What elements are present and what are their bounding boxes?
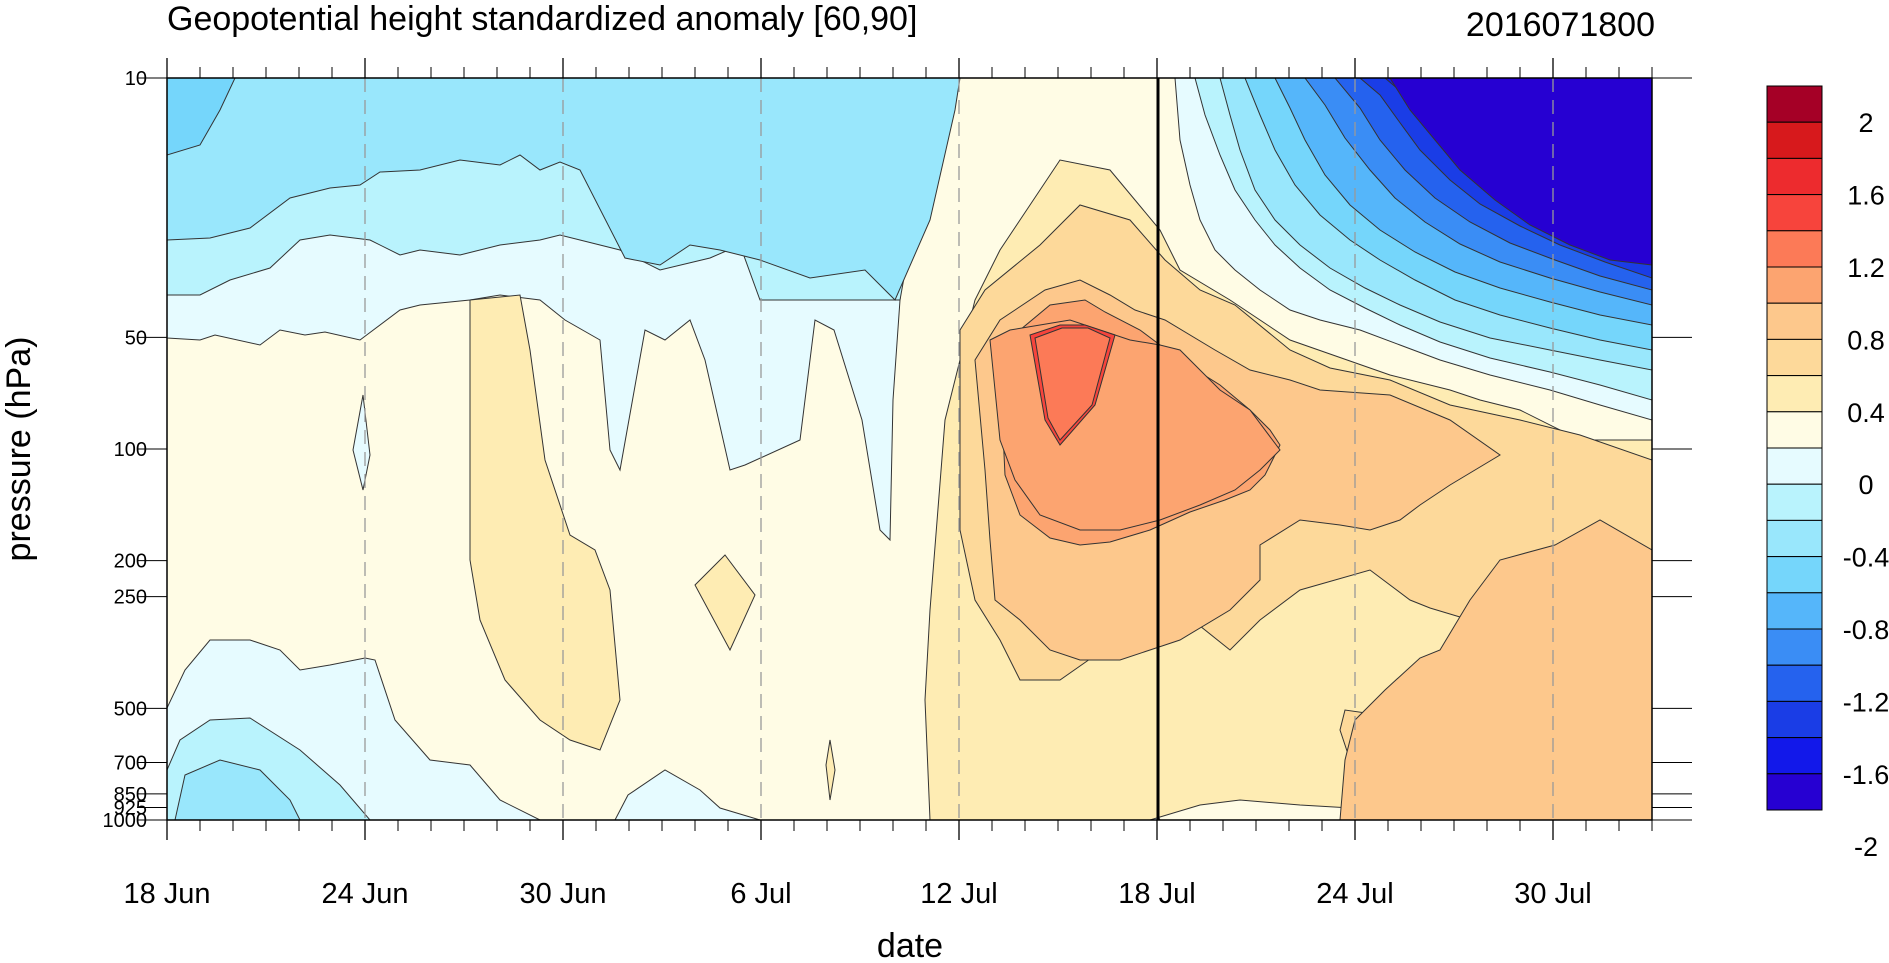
y-tick-label: 50 [125, 327, 147, 349]
chart-title: Geopotential height standardized anomaly… [167, 0, 917, 38]
colorbar: 2 1.6 1.2 0.8 0.4 0 -0.4 -0.8 -1.2 -1.6 -2 [1767, 86, 1889, 862]
colorbar-swatch [1767, 122, 1822, 158]
colorbar-label: -1.2 [1843, 687, 1889, 717]
colorbar-swatch [1767, 701, 1822, 737]
colorbar-swatch [1767, 339, 1822, 375]
colorbar-swatch [1767, 738, 1822, 774]
colorbar-label: 1.2 [1847, 253, 1885, 283]
colorbar-swatch [1767, 376, 1822, 412]
x-tick-label: 24 Jul [1316, 878, 1393, 910]
colorbar-label: 0 [1858, 470, 1873, 500]
x-tick-label: 30 Jul [1514, 878, 1591, 910]
colorbar-label: 2 [1858, 108, 1873, 138]
colorbar-swatch [1767, 484, 1822, 520]
y-tick-label: 100 [114, 439, 147, 461]
colorbar-label: 1.6 [1847, 181, 1885, 211]
colorbar-swatch [1767, 195, 1822, 231]
colorbar-swatch [1767, 448, 1822, 484]
x-tick-label: 18 Jul [1118, 878, 1195, 910]
colorbar-label: -0.8 [1843, 615, 1889, 645]
x-tick-label: 30 Jun [519, 878, 606, 910]
plot-area [167, 78, 1652, 820]
colorbar-swatch [1767, 158, 1822, 194]
colorbar-swatch [1767, 557, 1822, 593]
contour-chart: Geopotential height standardized anomaly… [0, 0, 1889, 963]
colorbar-swatch [1767, 267, 1822, 303]
y-tick-label: 10 [125, 68, 147, 90]
colorbar-label: 0.8 [1847, 325, 1885, 355]
x-tick-label: 12 Jul [920, 878, 997, 910]
y-tick-label: 250 [114, 587, 147, 609]
colorbar-label: 0.4 [1847, 398, 1885, 428]
colorbar-label: -0.4 [1843, 543, 1889, 573]
y-tick-label: 700 [114, 753, 147, 775]
colorbar-label: -1.6 [1843, 760, 1889, 790]
y-axis-title: pressure (hPa) [0, 337, 38, 562]
x-axis-title: date [877, 927, 943, 963]
colorbar-swatch [1767, 774, 1822, 810]
colorbar-swatch [1767, 629, 1822, 665]
x-tick-label: 6 Jul [730, 878, 791, 910]
x-tick-label: 24 Jun [321, 878, 408, 910]
chart-timestamp: 2016071800 [1466, 6, 1655, 44]
colorbar-swatch [1767, 412, 1822, 448]
colorbar-label: -2 [1854, 832, 1878, 862]
colorbar-swatch [1767, 231, 1822, 267]
colorbar-swatch [1767, 303, 1822, 339]
colorbar-swatch [1767, 520, 1822, 556]
colorbar-swatch [1767, 86, 1822, 122]
y-tick-label: 200 [114, 551, 147, 573]
y-tick-label: 500 [114, 698, 147, 720]
x-tick-label: 18 Jun [123, 878, 210, 910]
y-tick-label: 1000 [103, 810, 148, 832]
colorbar-swatch [1767, 665, 1822, 701]
colorbar-swatch [1767, 593, 1822, 629]
